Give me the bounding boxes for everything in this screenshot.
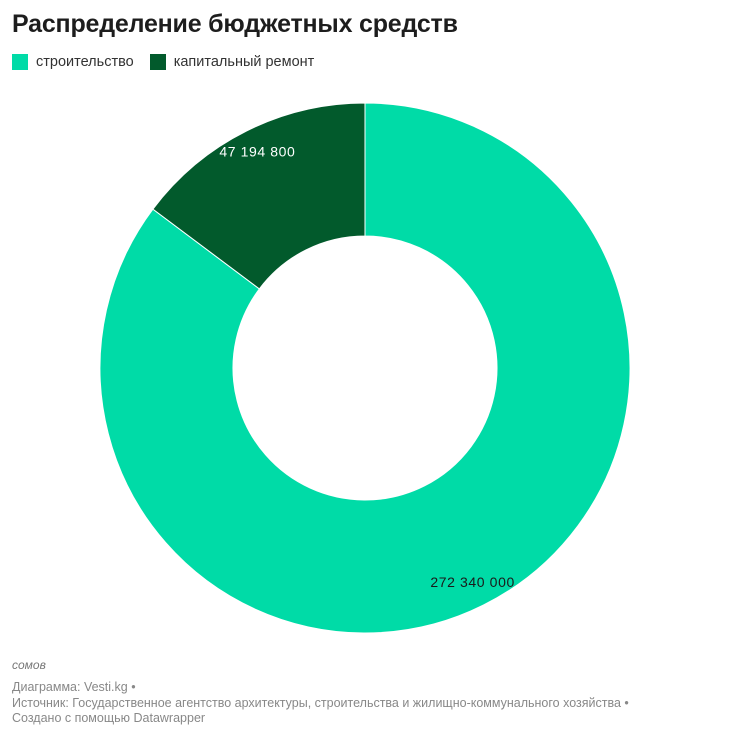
legend-swatch-repair (149, 54, 166, 70)
donut-labels: 272 340 000 47 194 800 (219, 144, 514, 590)
footer-created-with: Создано с помощью Datawrapper (12, 711, 206, 725)
legend-label-construction: строительство (36, 54, 134, 70)
legend: строительство капитальный ремонт (12, 54, 330, 70)
footer-source: Источник: Государственное агентство архи… (12, 695, 629, 710)
footer: Диаграмма: Vesti.kg • Источник: Государс… (12, 680, 629, 727)
donut-slices (99, 102, 631, 634)
donut-slice-construction (99, 102, 631, 634)
footer-chart-credit: Диаграмма: Vesti.kg • (12, 680, 136, 694)
legend-item-repair: капитальный ремонт (149, 54, 315, 70)
legend-label-repair: капитальный ремонт (173, 54, 315, 70)
legend-swatch-construction (12, 54, 28, 70)
chart-title: Распределение бюджетных средств (12, 10, 458, 38)
slice-label-construction: 272 340 000 (430, 574, 514, 590)
legend-item-construction: строительство (12, 54, 134, 70)
donut-slice-repair (152, 102, 366, 290)
slice-label-repair: 47 194 800 (219, 144, 295, 160)
units-note: сомов (12, 658, 46, 672)
